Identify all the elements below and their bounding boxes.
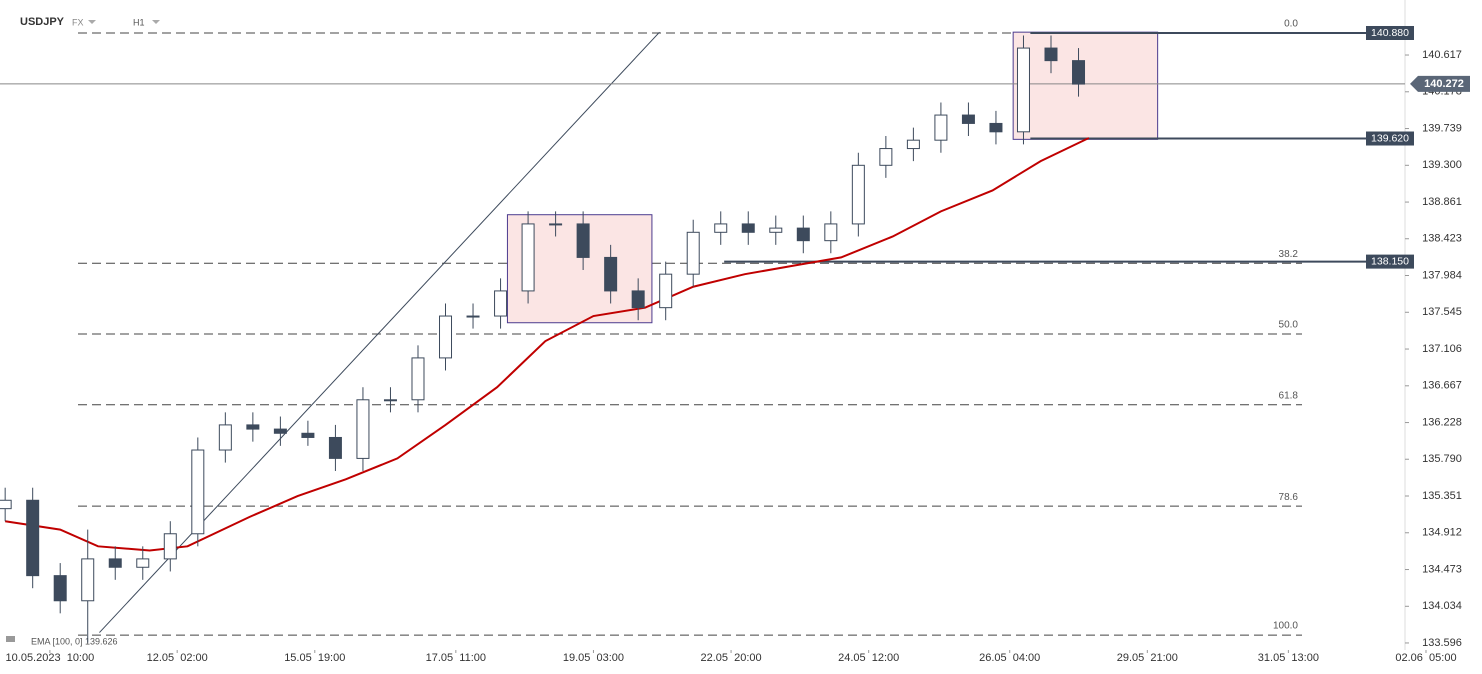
candle-body <box>549 223 563 226</box>
y-tick-label: 137.545 <box>1422 306 1462 318</box>
price-tag <box>1366 25 1414 40</box>
candle-body <box>741 223 755 233</box>
candle-body <box>191 449 205 535</box>
y-tick-label: 134.473 <box>1422 563 1462 575</box>
candle-body <box>356 399 370 459</box>
timeframe[interactable]: H1 <box>133 17 145 27</box>
candle-body <box>851 164 865 225</box>
candle-body <box>383 399 397 402</box>
candle-body <box>659 273 673 309</box>
y-tick-label: 133.596 <box>1422 637 1462 649</box>
candle-body <box>218 424 232 451</box>
y-tick-label: 138.861 <box>1422 196 1462 208</box>
candle-body <box>1072 60 1086 85</box>
x-tick-label: 29.05 21:00 <box>1117 652 1178 664</box>
candle-body <box>466 315 480 318</box>
candle-body <box>439 315 453 359</box>
fib-label: 61.8 <box>1279 390 1299 401</box>
candle-body <box>796 227 810 242</box>
candle-body <box>934 114 948 141</box>
candle-body <box>714 223 728 233</box>
candle-body <box>989 122 1003 133</box>
candle-body <box>246 424 260 430</box>
candle-body <box>961 114 975 124</box>
price-tag <box>1366 254 1414 269</box>
candle-body <box>604 256 618 292</box>
x-tick-label: 12.05 02:00 <box>147 652 208 664</box>
candle-body <box>879 148 893 166</box>
candle-body <box>108 558 122 568</box>
x-tick-label: 17.05 11:00 <box>426 652 486 664</box>
y-tick-label: 135.790 <box>1422 453 1462 465</box>
candle-body <box>163 533 177 560</box>
fib-label: 100.0 <box>1273 621 1298 632</box>
candle-body <box>411 357 425 401</box>
zone-box <box>1012 31 1159 140</box>
y-tick-label: 139.300 <box>1422 159 1462 171</box>
price-tag-label: 140.880 <box>1371 27 1409 39</box>
price-tag-label: 139.620 <box>1371 132 1409 144</box>
candle-body <box>1044 47 1058 62</box>
y-tick-label: 134.912 <box>1422 527 1462 539</box>
y-tick-label: 135.351 <box>1422 490 1462 502</box>
candle-body <box>906 139 920 150</box>
current-price-tag <box>1410 75 1470 92</box>
dropdown-icon[interactable] <box>88 20 96 24</box>
y-tick-label: 139.739 <box>1422 122 1462 134</box>
x-tick-label: 31.05 13:00 <box>1258 652 1319 664</box>
candle-body <box>136 558 150 568</box>
candle-body <box>328 436 342 459</box>
symbol[interactable]: USDJPY <box>20 16 65 28</box>
fib-label: 50.0 <box>1279 320 1299 331</box>
y-tick-label: 138.423 <box>1422 233 1462 245</box>
x-tick-label: 26.05 04:00 <box>979 652 1040 664</box>
candle-body <box>631 290 645 309</box>
candle-body <box>53 575 67 602</box>
x-tick-label: 02.06 05:00 <box>1395 652 1456 664</box>
indicator-icon[interactable] <box>6 636 15 642</box>
fib-label: 78.6 <box>1279 492 1299 503</box>
candle-body <box>81 558 95 602</box>
y-tick-label: 136.667 <box>1422 380 1462 392</box>
candle-body <box>576 223 590 258</box>
fib-label: 0.0 <box>1284 19 1298 30</box>
candle-body <box>1016 47 1030 133</box>
y-tick-label: 134.034 <box>1422 600 1462 612</box>
y-tick-label: 136.228 <box>1422 416 1462 428</box>
x-tick-label: 15.05 19:00 <box>284 652 345 664</box>
price-tag-label: 138.150 <box>1371 255 1409 267</box>
current-price-label: 140.272 <box>1424 78 1464 90</box>
indicator-label: EMA [100, 0] 139.626 <box>31 636 118 646</box>
plot: 140.617140.178139.739139.300138.861138.4… <box>0 19 1470 664</box>
candle-body <box>26 499 40 577</box>
y-tick-label: 137.984 <box>1422 269 1462 281</box>
x-tick-label: 24.05 12:00 <box>838 652 899 664</box>
fib-label: 38.2 <box>1279 249 1299 260</box>
x-tick-label: 10.05.2023 10:00 <box>6 652 95 664</box>
candle-body <box>686 231 700 275</box>
candle-body <box>273 428 287 434</box>
candle-body <box>521 223 535 292</box>
x-tick-label: 22.05 20:00 <box>700 652 761 664</box>
candle-body <box>824 223 838 242</box>
price-tag <box>1366 131 1414 146</box>
candle-body <box>0 499 12 510</box>
dropdown-icon[interactable] <box>152 20 160 24</box>
candle-body <box>494 290 508 317</box>
candle-body <box>769 227 783 233</box>
x-tick-label: 19.05 03:00 <box>563 652 624 664</box>
y-tick-label: 140.617 <box>1422 49 1462 61</box>
market: FX <box>72 17 84 27</box>
candle-body <box>301 432 315 438</box>
y-tick-label: 137.106 <box>1422 343 1462 355</box>
